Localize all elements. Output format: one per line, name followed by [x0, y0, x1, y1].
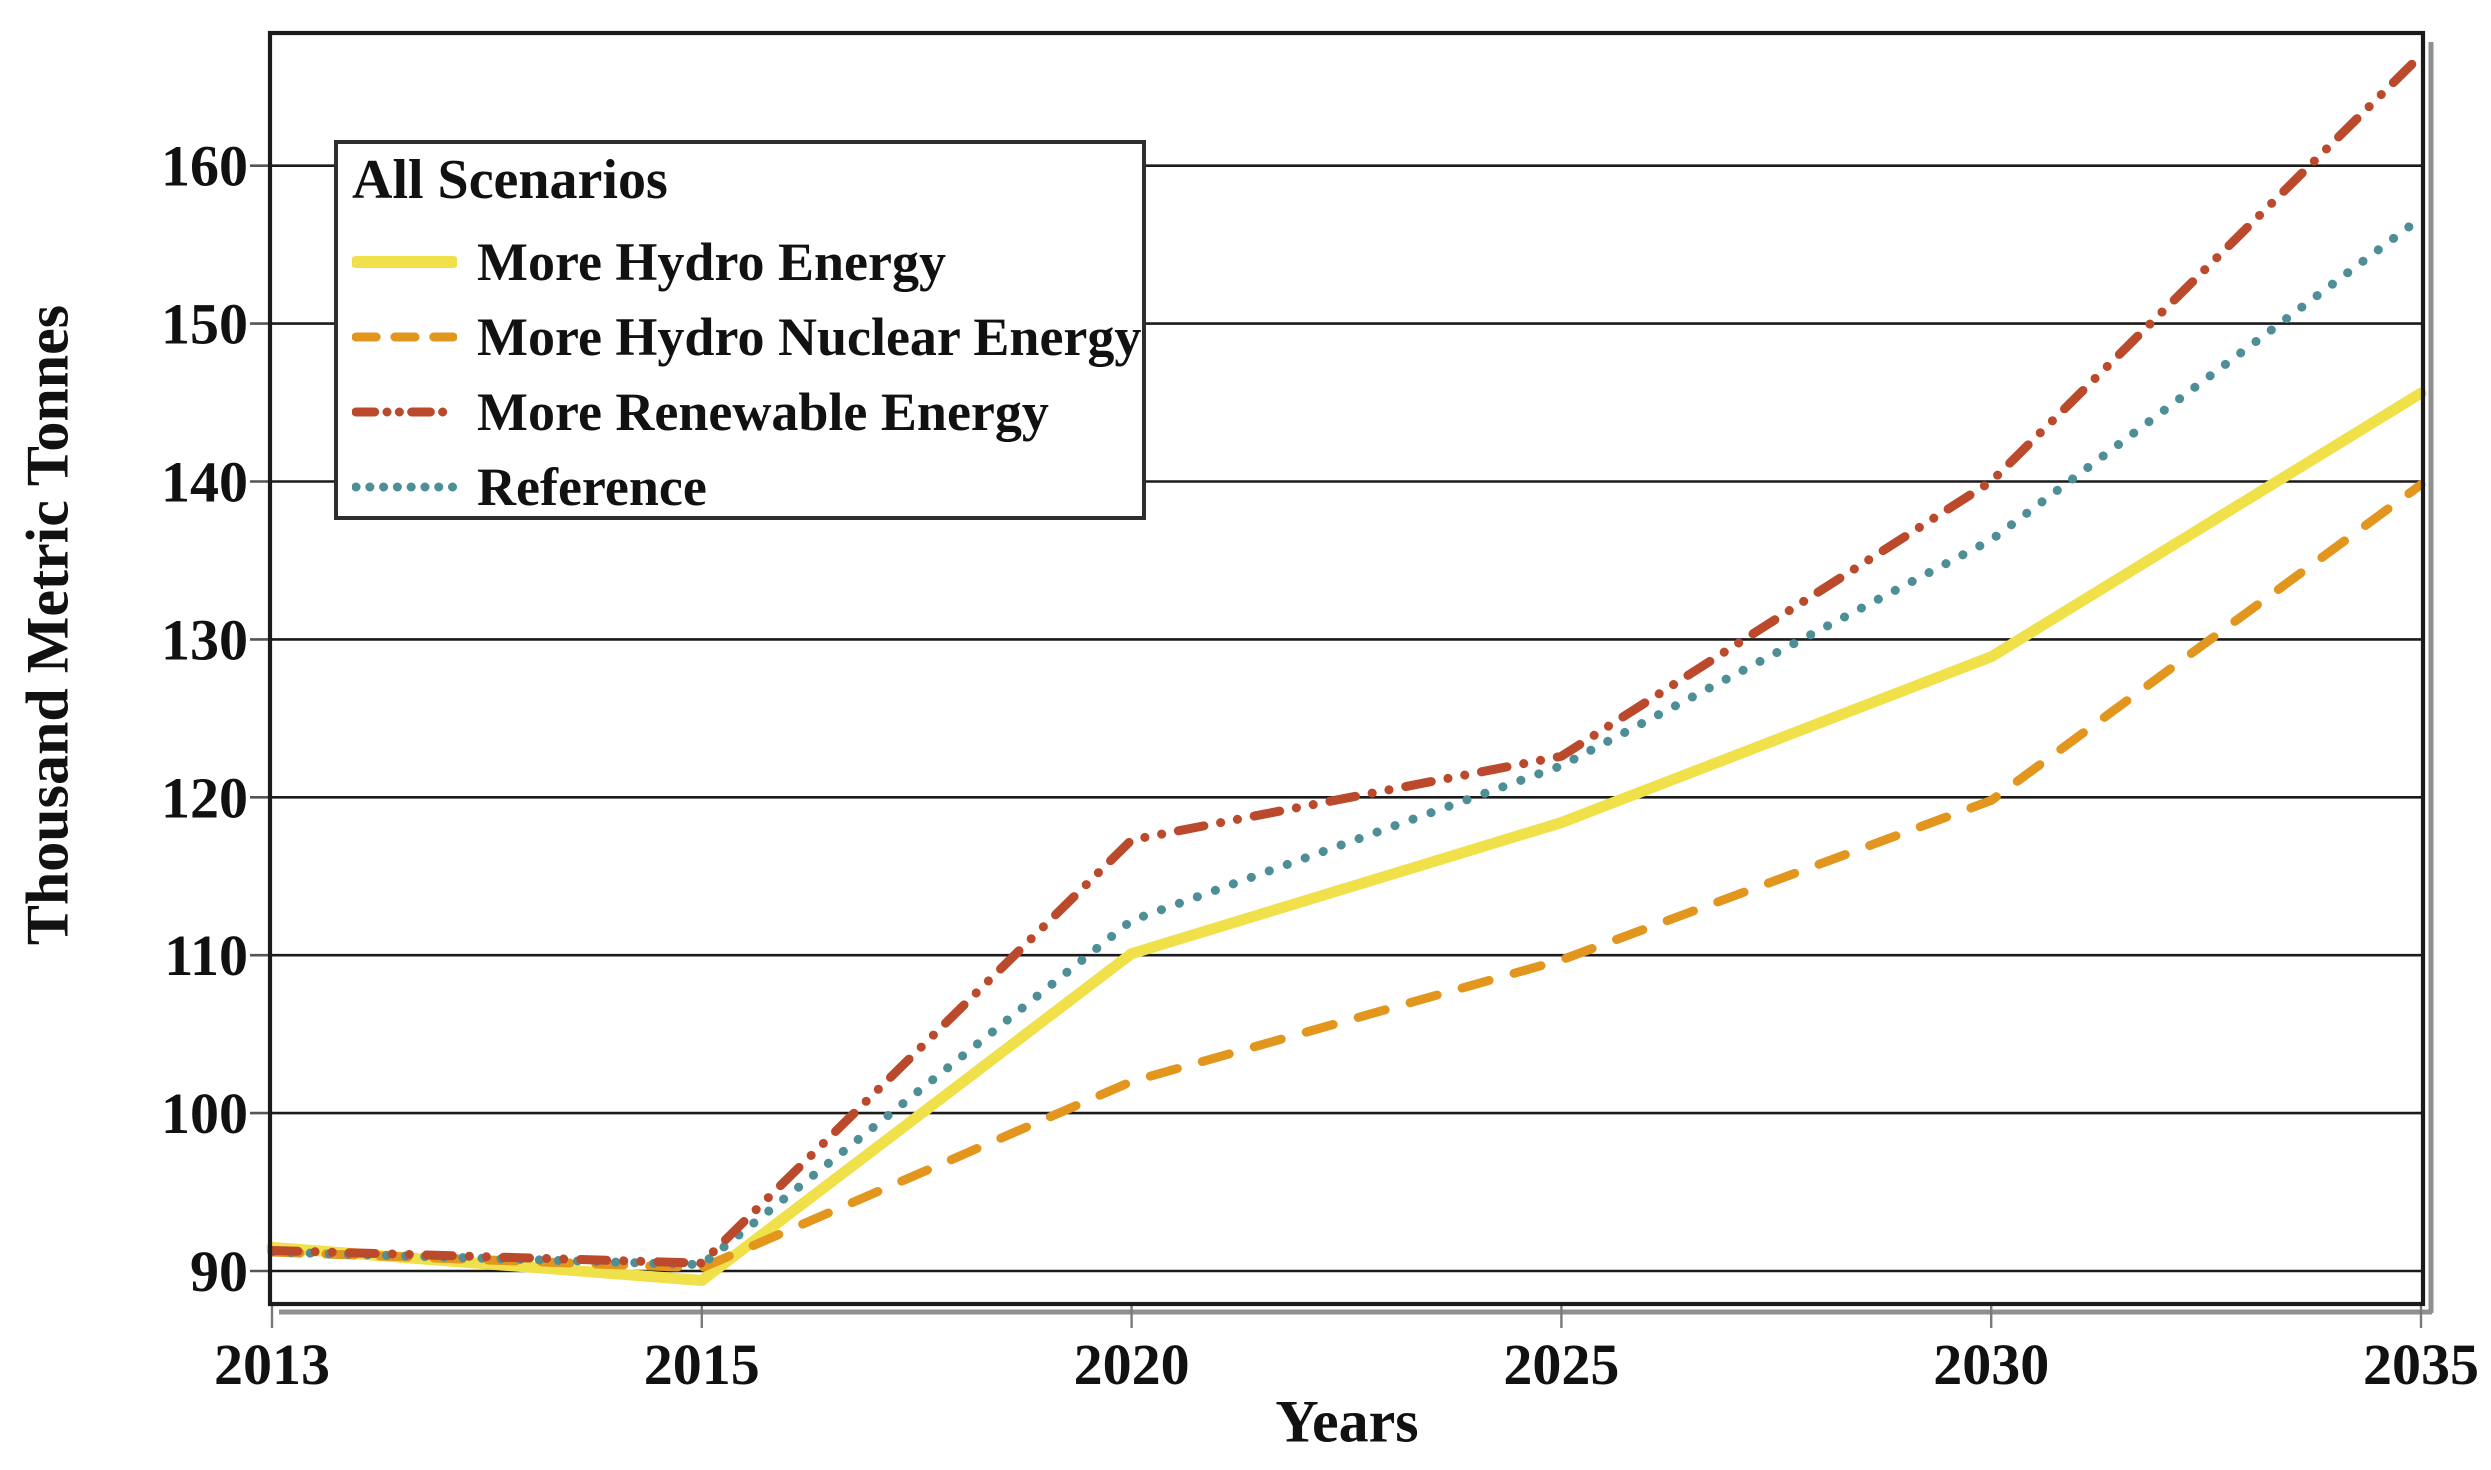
legend-item-more-renewable-energy: More Renewable Energy — [352, 374, 1126, 449]
y-tick-label-120: 120 — [161, 765, 248, 830]
dotted-line-icon — [352, 482, 457, 491]
legend-title: All Scenarios — [352, 149, 668, 211]
series-line-more-renewable-energy — [267, 50, 2426, 1268]
x-tick-label-2015: 2015 — [644, 1332, 760, 1397]
x-tick-label-2035: 2035 — [2363, 1332, 2479, 1397]
y-axis-title: Thousand Metric Tonnes — [14, 304, 81, 946]
series-line-more-hydro-nuclear-energy — [267, 480, 2426, 1273]
legend-item-label: Reference — [477, 456, 707, 517]
legend: All Scenarios More Hydro Energy More Hyd… — [334, 140, 1146, 520]
dash-dot-dot-line-icon — [352, 407, 457, 416]
y-tick-label-90: 90 — [190, 1239, 248, 1304]
y-tick-label-110: 110 — [164, 923, 248, 988]
solid-line-icon — [352, 255, 457, 268]
legend-item-label: More Hydro Nuclear Energy — [477, 306, 1142, 367]
y-tick-label-150: 150 — [161, 292, 248, 357]
y-tick-label-130: 130 — [161, 607, 248, 672]
y-tick-label-100: 100 — [161, 1081, 248, 1146]
y-tick-label-140: 140 — [161, 450, 248, 515]
x-tick-label-2025: 2025 — [1503, 1332, 1619, 1397]
legend-item-label: More Hydro Energy — [477, 231, 946, 292]
y-tick-label-160: 160 — [161, 134, 248, 199]
series-line-more-hydro-energy — [266, 387, 2427, 1286]
legend-item-more-hydro-nuclear-energy: More Hydro Nuclear Energy — [352, 299, 1141, 374]
x-tick-label-2020: 2020 — [1074, 1332, 1190, 1397]
legend-item-more-hydro-energy: More Hydro Energy — [352, 224, 1126, 299]
legend-item-reference: Reference — [352, 449, 1126, 524]
plot-frame — [267, 30, 2426, 1307]
legend-item-label: More Renewable Energy — [477, 381, 1049, 442]
x-axis-title: Years — [1275, 1388, 1419, 1455]
dashed-line-icon — [352, 332, 457, 341]
x-tick-label-2013: 2013 — [214, 1332, 330, 1397]
x-tick-label-2030: 2030 — [1933, 1332, 2049, 1397]
